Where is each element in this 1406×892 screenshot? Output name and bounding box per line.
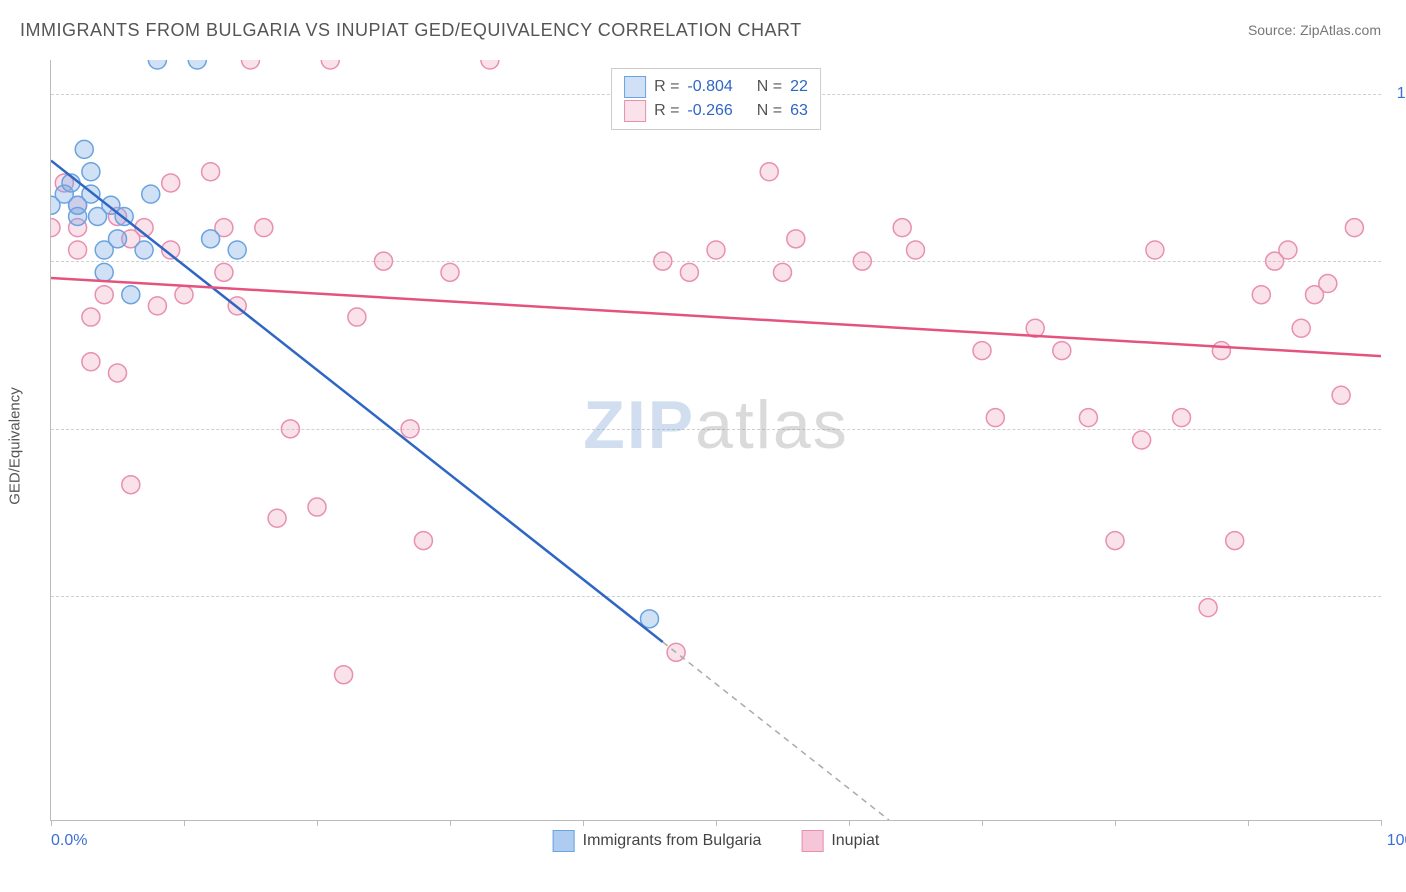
regression-line-extrapolated	[663, 642, 889, 820]
data-point	[202, 230, 220, 248]
data-point	[1212, 342, 1230, 360]
data-point	[907, 241, 925, 259]
data-point	[401, 420, 419, 438]
data-point	[654, 252, 672, 270]
data-point	[82, 353, 100, 371]
data-point	[202, 163, 220, 181]
series-legend: Immigrants from Bulgaria Inupiat	[553, 830, 880, 852]
data-point	[308, 498, 326, 516]
data-point	[122, 476, 140, 494]
data-point	[188, 60, 206, 69]
data-point	[787, 230, 805, 248]
swatch-bulgaria-icon	[553, 830, 575, 852]
data-point	[707, 241, 725, 259]
data-point	[1292, 319, 1310, 337]
r-value-inupiat: -0.266	[687, 99, 732, 123]
data-point	[414, 532, 432, 550]
data-point	[268, 509, 286, 527]
data-point	[481, 60, 499, 69]
data-point	[75, 140, 93, 158]
regression-line	[51, 161, 663, 642]
data-point	[760, 163, 778, 181]
data-point	[228, 241, 246, 259]
correlation-legend: R = -0.804 N = 22 R = -0.266 N = 63	[611, 68, 821, 130]
source-attribution: Source: ZipAtlas.com	[1248, 22, 1381, 38]
x-tick-left: 0.0%	[51, 832, 87, 850]
data-point	[973, 342, 991, 360]
legend-item-inupiat: Inupiat	[801, 830, 879, 852]
r-label: R =	[654, 99, 679, 123]
data-point	[69, 207, 87, 225]
data-point	[1173, 409, 1191, 427]
data-point	[148, 60, 166, 69]
data-point	[175, 286, 193, 304]
data-point	[1146, 241, 1164, 259]
data-point	[109, 230, 127, 248]
data-point	[441, 263, 459, 281]
data-point	[680, 263, 698, 281]
data-point	[853, 252, 871, 270]
y-tick-label: 55.0%	[1391, 587, 1406, 605]
data-point	[1199, 599, 1217, 617]
data-point	[215, 263, 233, 281]
data-point	[281, 420, 299, 438]
y-axis-label: GED/Equivalency	[7, 387, 24, 505]
y-tick-label: 100.0%	[1391, 85, 1406, 103]
data-point	[986, 409, 1004, 427]
legend-label-bulgaria: Immigrants from Bulgaria	[583, 832, 762, 850]
r-value-bulgaria: -0.804	[687, 75, 732, 99]
y-tick-label: 70.0%	[1391, 420, 1406, 438]
data-point	[162, 174, 180, 192]
n-label: N =	[757, 99, 782, 123]
swatch-bulgaria	[624, 76, 646, 98]
legend-item-bulgaria: Immigrants from Bulgaria	[553, 830, 762, 852]
data-point	[242, 60, 260, 69]
data-point	[142, 185, 160, 203]
y-tick-label: 85.0%	[1391, 252, 1406, 270]
data-point	[255, 219, 273, 237]
data-point	[1079, 409, 1097, 427]
chart-title: IMMIGRANTS FROM BULGARIA VS INUPIAT GED/…	[20, 20, 802, 41]
legend-row-bulgaria: R = -0.804 N = 22	[624, 75, 808, 99]
data-point	[122, 286, 140, 304]
data-point	[82, 163, 100, 181]
n-value-bulgaria: 22	[790, 75, 808, 99]
data-point	[95, 263, 113, 281]
data-point	[1106, 532, 1124, 550]
legend-row-inupiat: R = -0.266 N = 63	[624, 99, 808, 123]
data-point	[148, 297, 166, 315]
swatch-inupiat	[624, 100, 646, 122]
data-point	[348, 308, 366, 326]
data-point	[321, 60, 339, 69]
n-value-inupiat: 63	[790, 99, 808, 123]
r-label: R =	[654, 75, 679, 99]
data-point	[1332, 386, 1350, 404]
data-point	[1345, 219, 1363, 237]
data-point	[51, 219, 60, 237]
data-point	[1226, 532, 1244, 550]
data-point	[82, 308, 100, 326]
data-point	[893, 219, 911, 237]
data-point	[335, 666, 353, 684]
source-label: Source:	[1248, 22, 1300, 38]
n-label: N =	[757, 75, 782, 99]
data-point	[1319, 275, 1337, 293]
data-point	[375, 252, 393, 270]
data-point	[1133, 431, 1151, 449]
data-point	[1252, 286, 1270, 304]
data-point	[1053, 342, 1071, 360]
x-tick-right: 100.0%	[1387, 832, 1406, 850]
scatter-plot	[51, 60, 1381, 820]
legend-label-inupiat: Inupiat	[831, 832, 879, 850]
data-point	[135, 241, 153, 259]
chart-area: ZIPatlas 55.0%70.0%85.0%100.0% R = -0.80…	[50, 60, 1381, 821]
data-point	[774, 263, 792, 281]
data-point	[69, 241, 87, 259]
data-point	[1279, 241, 1297, 259]
swatch-inupiat-icon	[801, 830, 823, 852]
data-point	[109, 364, 127, 382]
source-name: ZipAtlas.com	[1300, 22, 1381, 38]
data-point	[95, 286, 113, 304]
